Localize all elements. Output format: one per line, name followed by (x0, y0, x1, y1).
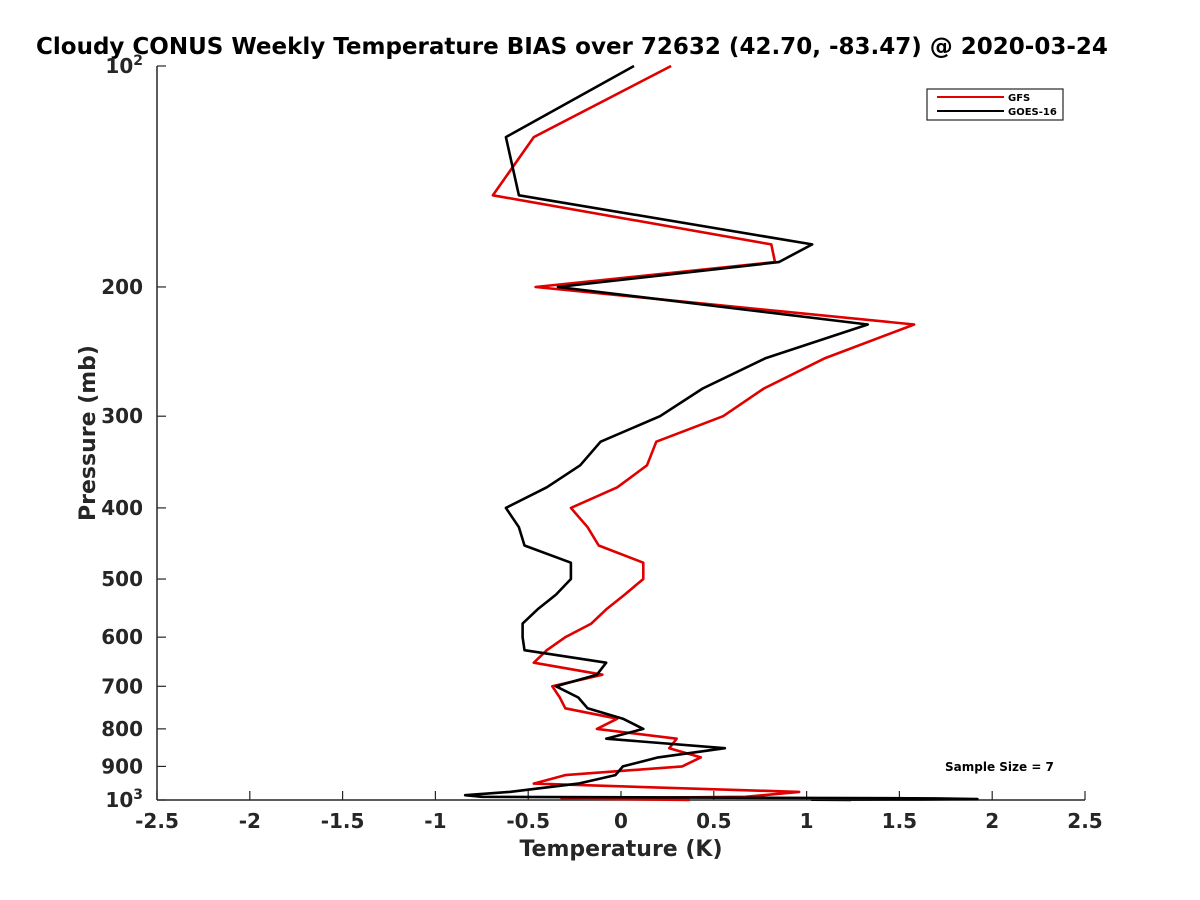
x-tick-label: -2.5 (135, 809, 179, 833)
series-layer (463, 64, 979, 802)
y-tick-label: 400 (101, 496, 143, 520)
legend-label-gfs: GFS (1008, 93, 1030, 104)
chart-title: Cloudy CONUS Weekly Temperature BIAS ove… (36, 34, 1108, 60)
y-tick-label: 600 (101, 625, 143, 649)
series-line-gfs (491, 64, 916, 802)
y-tick-label: 700 (101, 674, 143, 698)
y-axis-label: Pressure (mb) (76, 345, 101, 521)
x-tick-label: -1 (424, 809, 446, 833)
plot-axes: -2.5 -2 -1.5 -1 -0.5 0 0.5 1 1.5 2 2.5 102 200 300 400… (101, 53, 1102, 833)
legend: GFS GOES-16 (926, 88, 1064, 121)
y-tick-label: 900 (101, 754, 143, 778)
y-tick-label: 300 (101, 404, 143, 428)
x-tick-label: -0.5 (506, 809, 550, 833)
sample-size-annotation: Sample Size = 7 (945, 760, 1054, 774)
x-tick-label: 1.5 (882, 809, 917, 833)
y-tick-label: 500 (101, 567, 143, 591)
y-tick-label: 102 (105, 53, 143, 78)
y-tick-label: 103 (105, 787, 143, 812)
x-tick-label: -1.5 (321, 809, 365, 833)
legend-box (926, 88, 1064, 121)
x-tick-label: 0.5 (696, 809, 731, 833)
series-line-goes16 (463, 64, 979, 802)
x-tick-label: -2 (239, 809, 261, 833)
x-tick-label: 2 (985, 809, 999, 833)
y-tick-label: 200 (101, 275, 143, 299)
x-tick-label: 0 (614, 809, 628, 833)
y-tick-label: 800 (101, 717, 143, 741)
x-axis-label: Temperature (K) (519, 837, 722, 862)
x-tick-label: 1 (800, 809, 814, 833)
legend-label-goes16: GOES-16 (1008, 107, 1057, 118)
x-tick-label: 2.5 (1067, 809, 1102, 833)
